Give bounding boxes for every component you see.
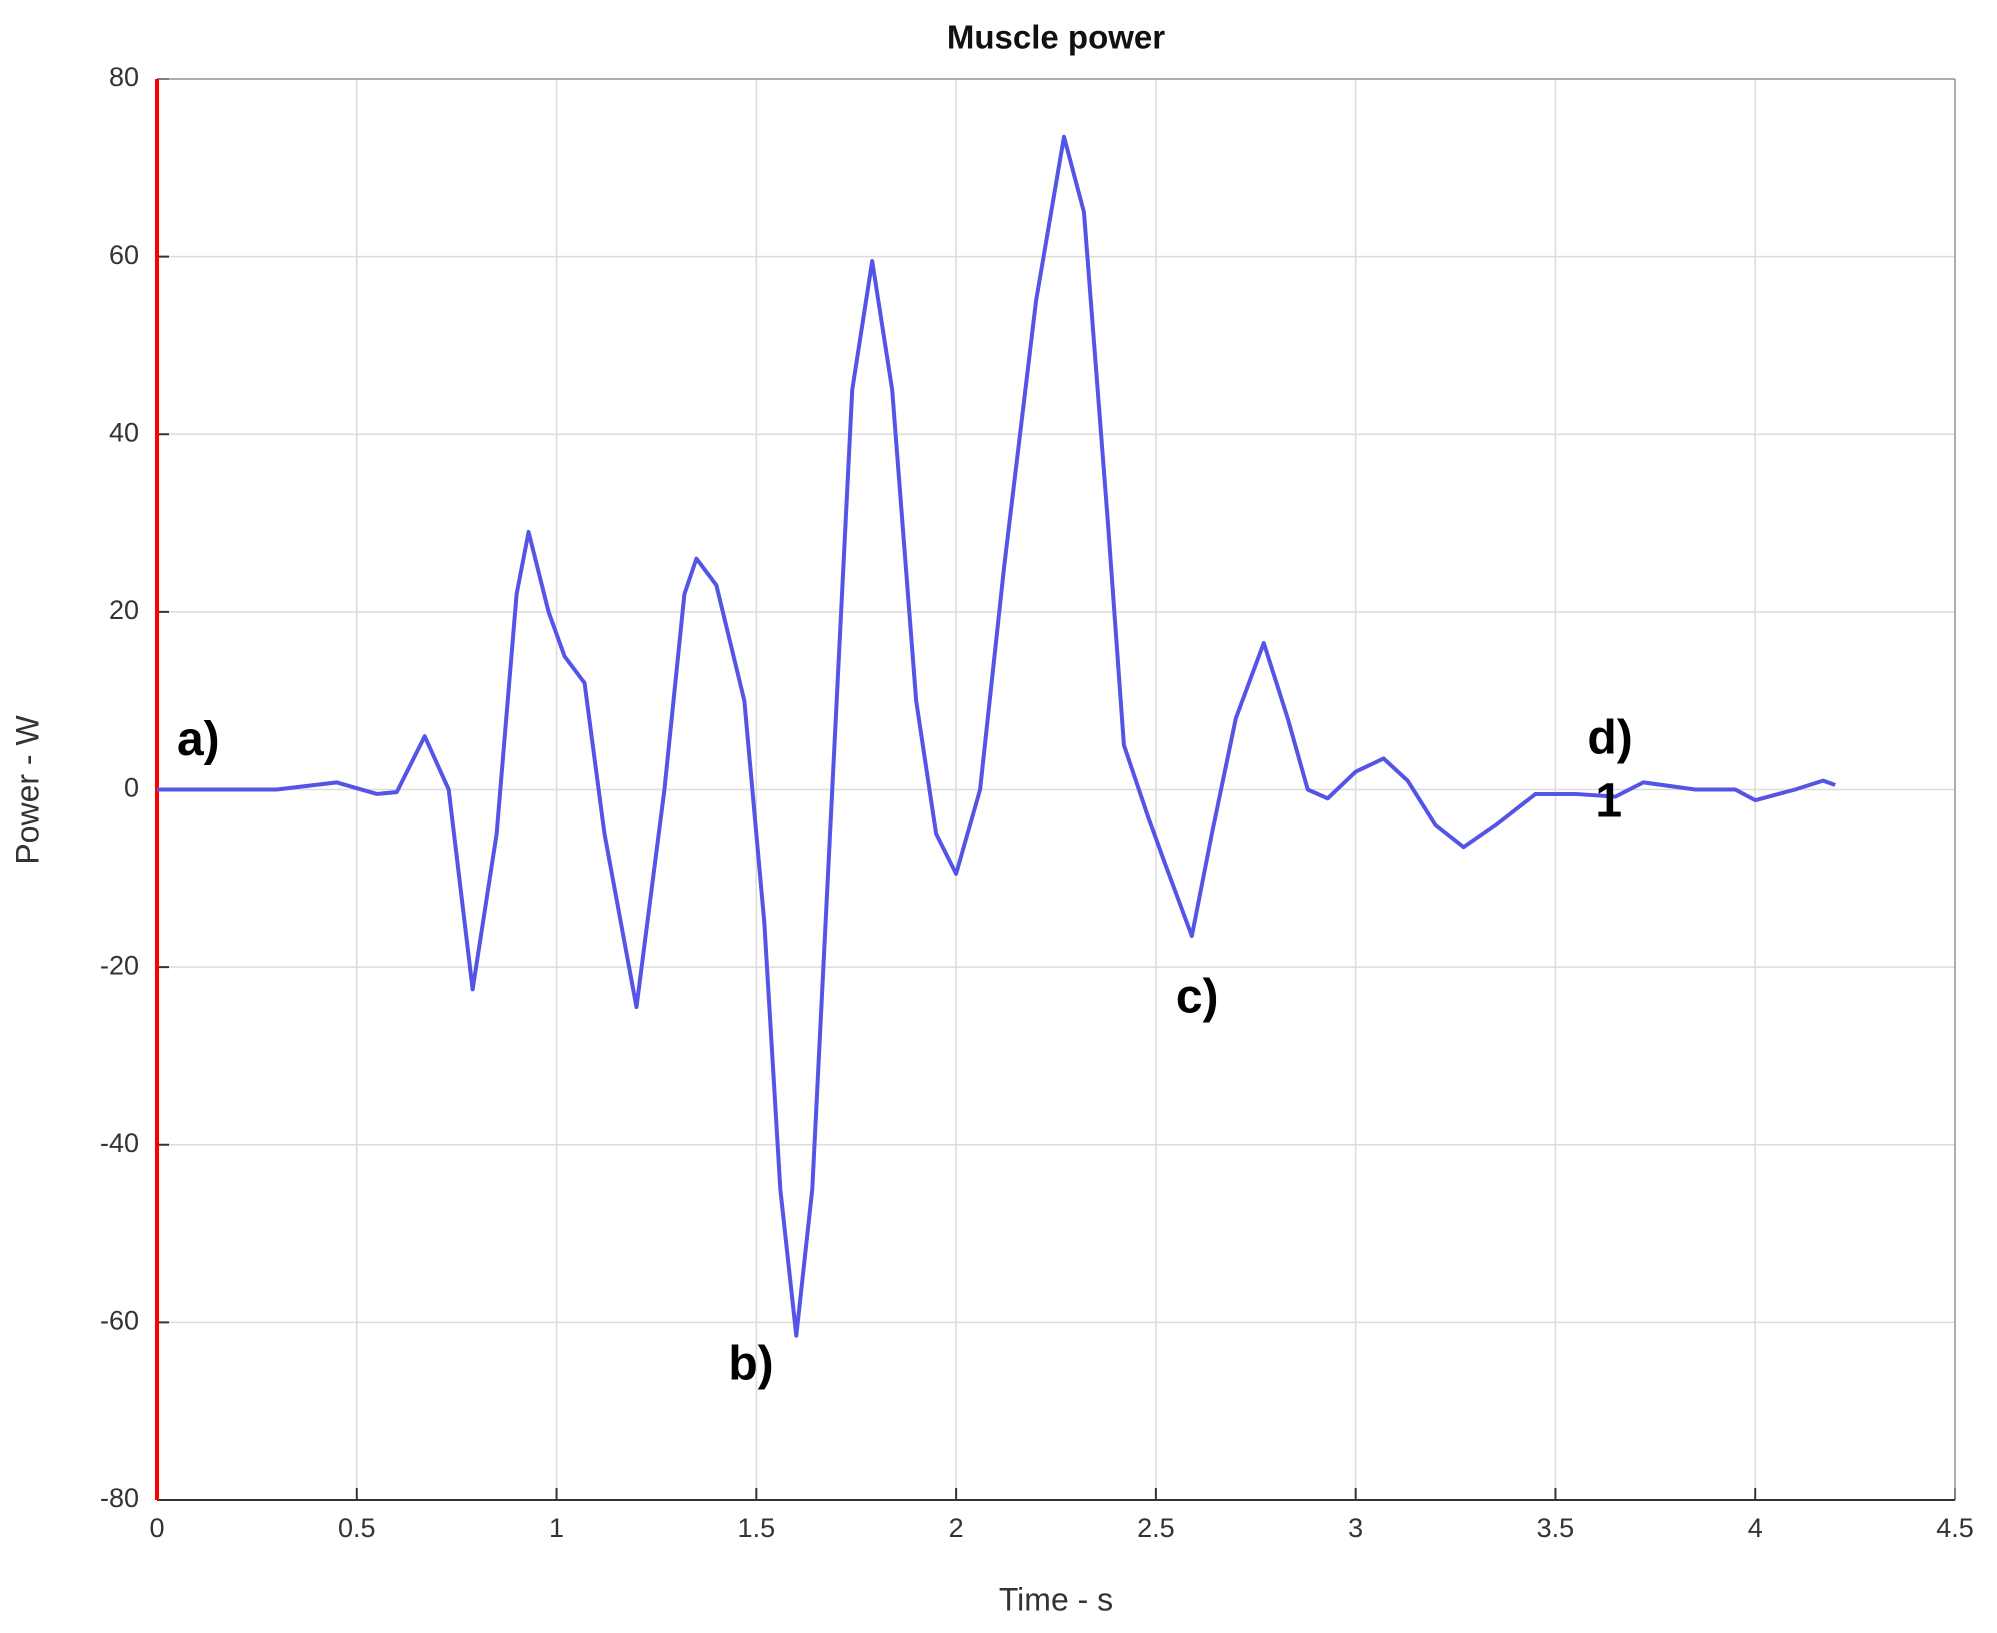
x-tick-label: 2.5: [1137, 1513, 1175, 1543]
x-tick-label: 3: [1348, 1513, 1363, 1543]
y-tick-label: -60: [100, 1306, 139, 1336]
y-tick-label: -80: [100, 1483, 139, 1513]
y-tick-label: 60: [109, 240, 139, 270]
y-tick-label: 80: [109, 62, 139, 92]
annotation: c): [1176, 971, 1219, 1024]
annotation: 1: [1595, 774, 1622, 827]
x-tick-label: 4: [1748, 1513, 1763, 1543]
x-tick-label: 0: [149, 1513, 164, 1543]
y-tick-label: 0: [124, 773, 139, 803]
x-axis-label: Time - s: [999, 1581, 1113, 1617]
annotation: d): [1587, 711, 1632, 764]
annotation: b): [728, 1337, 773, 1390]
y-tick-label: 20: [109, 595, 139, 625]
x-tick-label: 3.5: [1537, 1513, 1575, 1543]
x-tick-label: 4.5: [1936, 1513, 1974, 1543]
chart-title: Muscle power: [947, 19, 1165, 56]
x-tick-label: 0.5: [338, 1513, 376, 1543]
y-tick-label: -20: [100, 950, 139, 980]
y-tick-label: -40: [100, 1128, 139, 1158]
y-axis-label: Power - W: [9, 715, 45, 865]
annotation: a): [177, 713, 220, 766]
data-line: [157, 134, 1836, 1338]
x-tick-label: 1.5: [738, 1513, 776, 1543]
x-tick-label: 2: [949, 1513, 964, 1543]
x-tick-label: 1: [549, 1513, 564, 1543]
y-tick-label: 40: [109, 417, 139, 447]
